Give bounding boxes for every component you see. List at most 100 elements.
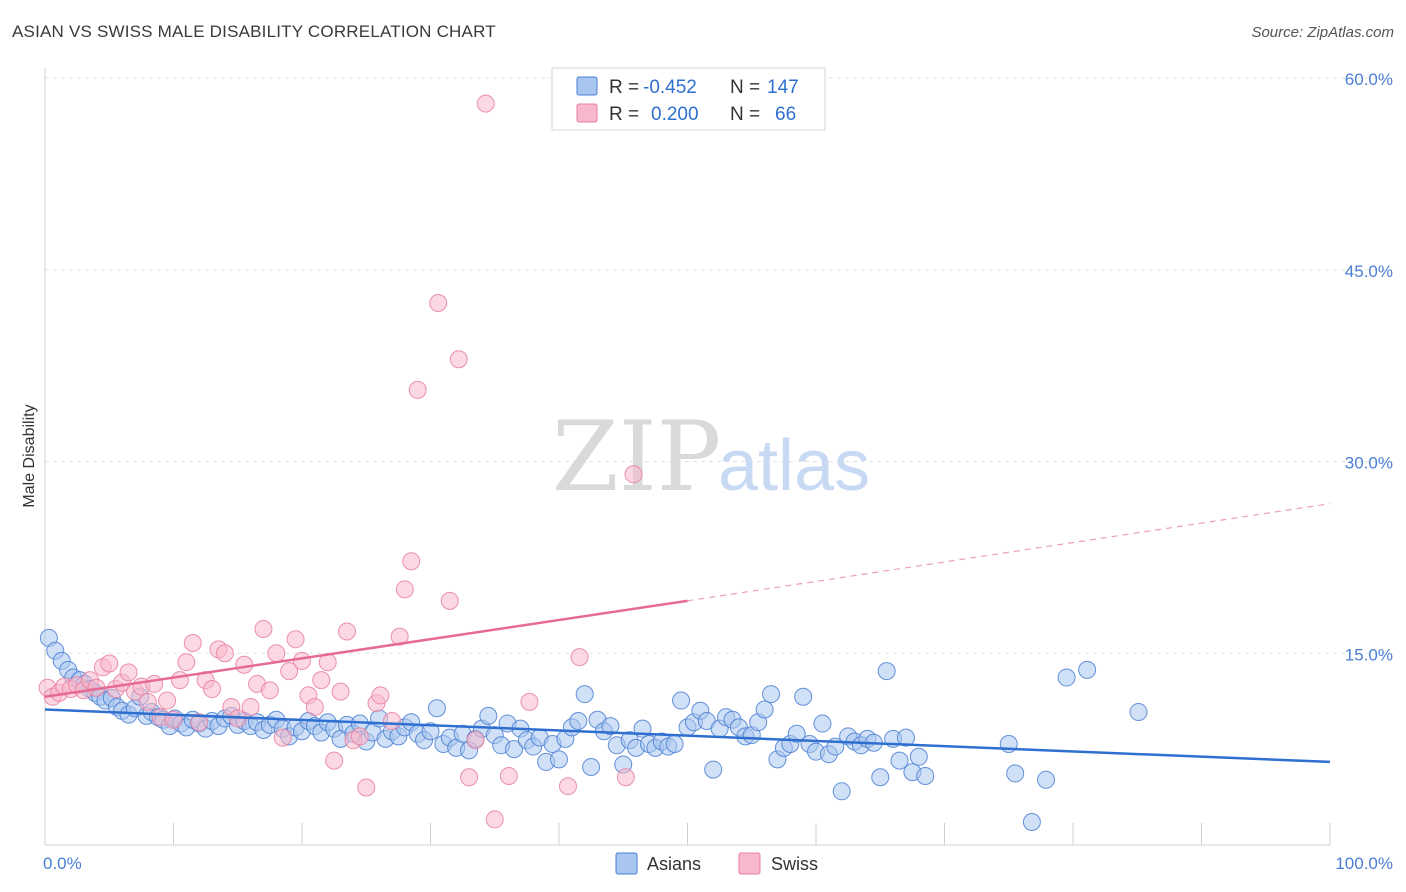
swiss-trend-line xyxy=(44,599,688,698)
x-tick-label-max: 100.0% xyxy=(1335,854,1393,873)
swiss-point xyxy=(337,622,356,641)
asians-point xyxy=(794,687,813,706)
legend-n-value-swiss: 66 xyxy=(775,104,796,125)
swiss-point xyxy=(203,680,222,699)
swiss-point xyxy=(382,712,401,731)
swiss-point xyxy=(460,768,479,787)
legend-r-label-swiss: R = xyxy=(609,104,639,125)
swiss-point xyxy=(390,627,409,646)
series-swatch-swiss xyxy=(738,852,761,875)
legend-r-label-asians: R = xyxy=(609,77,639,98)
asians-point xyxy=(832,782,851,801)
asians-point xyxy=(1129,703,1148,722)
swiss-point xyxy=(119,663,138,682)
swiss-point xyxy=(357,778,376,797)
x-tick-labels: 0.0% 100.0% xyxy=(43,854,1393,873)
x-tick-label-min: 0.0% xyxy=(43,854,82,873)
grid-lines xyxy=(45,77,1392,654)
swiss-point xyxy=(325,751,344,770)
series-legend: Asians Swiss xyxy=(615,852,818,875)
swiss-point xyxy=(570,648,589,667)
legend-n-value-asians: 147 xyxy=(767,77,799,98)
swiss-point xyxy=(331,682,350,701)
asians-point xyxy=(1057,668,1076,687)
legend-n-label-asians: N = xyxy=(730,77,760,98)
swiss-point xyxy=(215,644,234,663)
swiss-point xyxy=(254,619,273,638)
swiss-point xyxy=(312,671,331,690)
asians-point xyxy=(871,768,890,787)
legend-swatch-asians xyxy=(576,76,598,96)
axes xyxy=(44,68,1331,846)
legend-r-value-asians: -0.452 xyxy=(643,77,697,98)
asians-point xyxy=(877,662,896,681)
swiss-point xyxy=(177,653,196,672)
swiss-point xyxy=(408,380,427,399)
swiss-point xyxy=(429,293,448,312)
asians-point xyxy=(421,722,440,741)
asians-point xyxy=(1078,660,1097,679)
swiss-point xyxy=(449,350,468,369)
asians-point xyxy=(1022,812,1041,831)
swiss-point xyxy=(145,674,164,693)
y-tick-label-30: 30.0% xyxy=(1345,454,1393,473)
swiss-point xyxy=(100,654,119,673)
y-tick-label-45: 45.0% xyxy=(1345,262,1393,281)
swiss-point xyxy=(170,671,189,690)
asians-point xyxy=(704,760,723,779)
asians-point xyxy=(896,728,915,747)
y-tick-labels: 15.0% 30.0% 45.0% 60.0% xyxy=(1345,70,1393,664)
swiss-point xyxy=(305,697,324,716)
asians-point xyxy=(787,724,806,743)
swiss-point xyxy=(476,94,495,113)
y-tick-label-15: 15.0% xyxy=(1345,645,1393,664)
swiss-trend-extension xyxy=(687,503,1331,602)
asians-point xyxy=(505,740,524,759)
series-asians xyxy=(39,628,1148,831)
asians-point xyxy=(479,706,498,725)
swiss-point xyxy=(138,692,157,711)
asians-point xyxy=(1037,770,1056,789)
series-label-swiss: Swiss xyxy=(771,854,818,874)
y-tick-label-60: 60.0% xyxy=(1345,70,1393,89)
swiss-point xyxy=(190,713,209,732)
stats-legend: R = -0.452 N = 147 R = 0.200 N = 66 xyxy=(551,67,826,131)
swiss-point xyxy=(402,552,421,571)
chart-title: ASIAN VS SWISS MALE DISABILITY CORRELATI… xyxy=(12,22,496,41)
asians-point xyxy=(1006,764,1025,783)
legend-n-label-swiss: N = xyxy=(730,104,760,125)
asians-point xyxy=(550,750,568,769)
swiss-point xyxy=(466,731,485,750)
swiss-point xyxy=(267,644,286,663)
y-axis-label: Male Disability xyxy=(21,404,38,507)
asians-point xyxy=(582,758,601,777)
asians-point xyxy=(665,735,684,754)
series-swatch-asians xyxy=(615,852,638,875)
chart-source: Source: ZipAtlas.com xyxy=(1251,24,1394,41)
swiss-point xyxy=(520,692,539,711)
swiss-point xyxy=(371,686,390,705)
watermark: ZIP atlas xyxy=(552,401,870,513)
swiss-point xyxy=(395,580,414,599)
asians-point xyxy=(601,717,620,736)
asians-point xyxy=(569,712,588,731)
asians-point xyxy=(813,714,832,733)
data-points xyxy=(38,94,1148,831)
legend-r-value-swiss: 0.200 xyxy=(651,104,699,125)
asians-point xyxy=(672,691,691,710)
asians-point xyxy=(916,766,935,785)
swiss-point xyxy=(485,810,504,829)
swiss-point xyxy=(616,768,635,787)
swiss-point xyxy=(280,662,299,681)
trend-lines xyxy=(44,503,1331,764)
asians-point xyxy=(427,699,446,718)
asians-point xyxy=(755,700,774,719)
watermark-atlas: atlas xyxy=(718,426,870,506)
asians-point xyxy=(890,751,909,770)
swiss-point xyxy=(273,728,292,747)
swiss-point xyxy=(260,681,279,700)
swiss-point xyxy=(624,465,643,484)
series-label-asians: Asians xyxy=(647,854,701,874)
swiss-point xyxy=(183,634,202,653)
